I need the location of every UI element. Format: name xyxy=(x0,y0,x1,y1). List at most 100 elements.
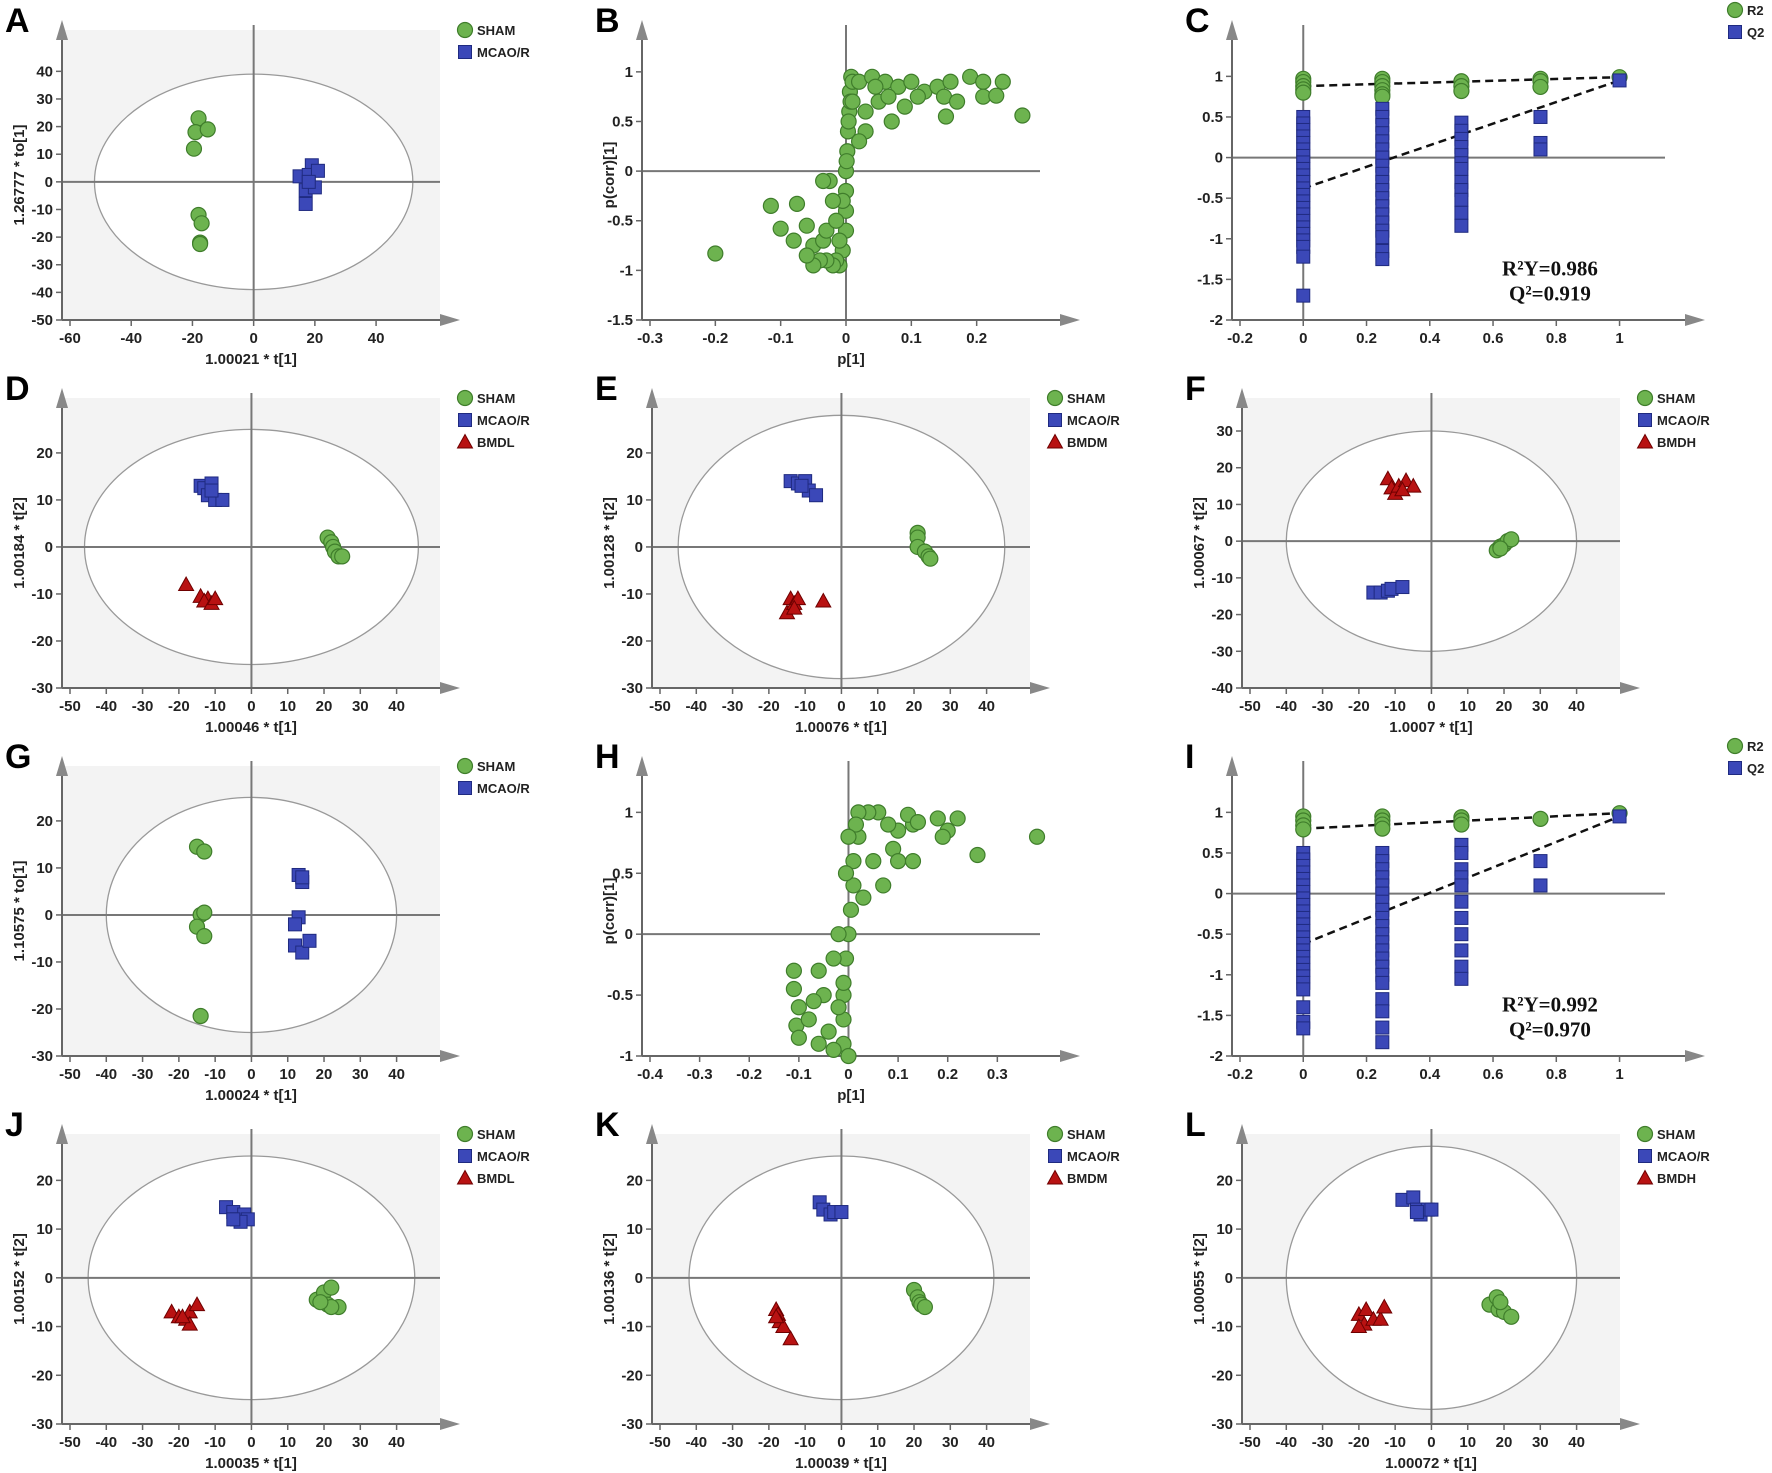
data-point xyxy=(904,852,922,870)
x-tick-label: 30 xyxy=(352,1434,369,1451)
x-tick-label: -20 xyxy=(182,330,204,347)
data-point xyxy=(838,153,855,170)
y-tick-label: -20 xyxy=(31,633,53,650)
data-point xyxy=(929,810,946,827)
x-tick-label: 10 xyxy=(279,698,296,715)
data-point xyxy=(831,232,848,249)
y-tick-label: 0 xyxy=(1215,886,1223,903)
x-axis-label: 1.00021 * t[1] xyxy=(205,351,297,368)
panel-k: K -50 -40 -30 -20 -10 0 10 20 30 40 -30 -20 -10 0 10 20 1… xyxy=(590,1104,1180,1472)
data-point xyxy=(302,933,317,948)
y-tick-label: -10 xyxy=(621,1319,643,1336)
data-point xyxy=(177,576,195,592)
x-tick-label: -50 xyxy=(59,1066,81,1083)
y-tick-label: 10 xyxy=(36,860,53,877)
legend-label: MCAO/R xyxy=(477,413,530,428)
data-point xyxy=(975,73,992,90)
data-point xyxy=(815,172,832,190)
y-tick-label: -10 xyxy=(1211,1319,1233,1336)
model-stat-annotation: R²Y=0.986 xyxy=(1502,256,1598,280)
series-variables xyxy=(785,804,1046,1065)
y-tick-label: -2 xyxy=(1210,312,1223,329)
legend: SHAM MCAO/R BMDH xyxy=(1636,389,1710,450)
y-axis-label: 1.00136 * t[2] xyxy=(601,1233,618,1325)
data-point xyxy=(762,197,779,214)
y-tick-label: -10 xyxy=(31,1319,53,1336)
x-axis-label: 1.00035 * t[1] xyxy=(205,1455,297,1472)
x-tick-label: 0.4 xyxy=(1419,330,1441,347)
chart-e: E -50 -40 -30 -20 -10 0 10 20 30 40 -30 -20 -10 0 10 20 1… xyxy=(595,370,1120,736)
series-q2 xyxy=(1296,809,1627,1050)
x-axis-arrow-icon xyxy=(1685,314,1705,326)
data-point xyxy=(845,877,862,894)
x-axis-arrow-icon xyxy=(440,1418,460,1430)
data-point xyxy=(1533,854,1548,869)
model-stat-annotation: Q²=0.970 xyxy=(1509,1017,1591,1041)
x-tick-label: -20 xyxy=(1348,698,1370,715)
data-point xyxy=(1375,230,1390,245)
x-axis-arrow-icon xyxy=(1620,1418,1640,1430)
y-tick-label: -0.5 xyxy=(607,213,633,230)
series-mcao-r xyxy=(1366,580,1410,600)
legend-marker-icon xyxy=(1728,25,1742,39)
data-point xyxy=(185,140,203,157)
series-mcao-r xyxy=(292,158,325,211)
legend-label: SHAM xyxy=(477,391,515,406)
x-tick-label: -40 xyxy=(1275,698,1297,715)
y-tick-label: 10 xyxy=(626,1221,643,1238)
x-tick-label: -50 xyxy=(649,698,671,715)
data-point xyxy=(1454,192,1469,207)
y-tick-label: 0.5 xyxy=(612,113,633,130)
x-tick-label: 0 xyxy=(837,698,845,715)
data-point xyxy=(1404,477,1422,493)
data-point xyxy=(1375,1035,1390,1050)
y-tick-label: 10 xyxy=(1216,1221,1233,1238)
x-tick-label: -30 xyxy=(132,1434,154,1451)
legend: SHAM MCAO/R BMDM xyxy=(1046,1125,1120,1186)
x-tick-label: -10 xyxy=(1384,1434,1406,1451)
legend-label: BMDH xyxy=(1657,1171,1696,1186)
legend-marker-icon xyxy=(1636,433,1654,449)
y-tick-label: 1 xyxy=(1215,68,1223,85)
data-point xyxy=(174,1308,191,1324)
legend-marker-icon xyxy=(458,413,472,427)
data-point xyxy=(1375,1020,1390,1035)
y-tick-label: -0.5 xyxy=(1197,926,1223,943)
x-tick-label: 0.4 xyxy=(1419,1066,1441,1083)
x-tick-label: -20 xyxy=(758,698,780,715)
data-point xyxy=(835,974,852,992)
x-tick-label: 0 xyxy=(842,330,850,347)
data-point xyxy=(794,478,809,493)
data-point xyxy=(1375,252,1390,267)
data-point xyxy=(1296,249,1311,264)
data-point xyxy=(1454,927,1469,942)
panel-a: A -60 -40 -20 0 20 40 -50 -40 -30 -20 -10 0 10 20 30 40 1… xyxy=(0,0,590,368)
legend-label: SHAM xyxy=(477,759,515,774)
data-point xyxy=(969,846,986,864)
legend-marker-icon xyxy=(456,1169,474,1185)
data-point xyxy=(800,1011,817,1028)
data-point xyxy=(909,88,926,105)
chart-c: C -0.2 0 0.2 0.4 0.6 0.8 1 -2 -1.5 -1 -0.5 0 0.5 1 R²Y=… xyxy=(1185,1,1764,347)
y-tick-label: -10 xyxy=(31,586,53,603)
data-point xyxy=(790,999,807,1016)
panel-l: L -50 -40 -30 -20 -10 0 10 20 30 40 -30 -20 -10 0 10 20 1… xyxy=(1180,1104,1770,1472)
panel-letter: J xyxy=(5,1106,24,1144)
y-tick-label: 0 xyxy=(1215,150,1223,167)
x-axis-label: 1.00076 * t[1] xyxy=(795,719,887,736)
legend: SHAM MCAO/R BMDM xyxy=(1046,389,1120,450)
series-bmdh xyxy=(1379,470,1422,500)
panel-b: B -0.3 -0.2 -0.1 0 0.1 0.2 -1.5 -1 -0.5 0 0.5 1 p[1] p… xyxy=(590,0,1180,368)
legend-label: SHAM xyxy=(1067,1127,1105,1142)
data-point xyxy=(855,889,872,906)
y-tick-label: 0.5 xyxy=(1202,845,1223,862)
data-point xyxy=(298,196,313,211)
x-tick-label: 40 xyxy=(388,698,405,715)
x-axis-arrow-icon xyxy=(440,1050,460,1062)
y-tick-label: -30 xyxy=(31,257,53,274)
x-tick-label: 20 xyxy=(316,698,333,715)
data-point xyxy=(916,1298,934,1316)
chart-l: L -50 -40 -30 -20 -10 0 10 20 30 40 -30 -20 -10 0 10 20 1… xyxy=(1185,1106,1710,1472)
x-axis-label: 1.00046 * t[1] xyxy=(205,719,297,736)
data-point xyxy=(323,1279,340,1296)
